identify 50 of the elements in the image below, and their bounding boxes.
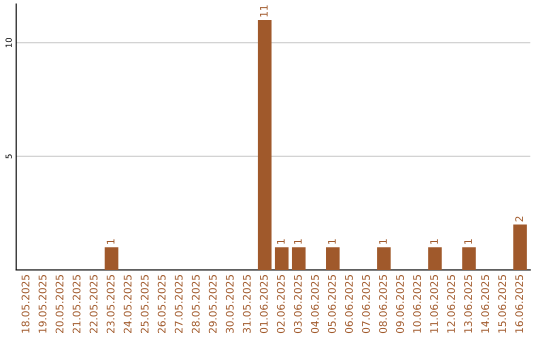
data-label: 1 xyxy=(430,239,438,244)
data-label: 1 xyxy=(464,239,472,244)
bar xyxy=(377,247,391,270)
x-tick-label: 30.05.2025 xyxy=(226,275,234,333)
x-tick-label: 13.06.2025 xyxy=(464,275,472,333)
data-label: 1 xyxy=(294,239,302,244)
x-tick-label: 05.06.2025 xyxy=(328,275,336,334)
x-tick-label: 19.05.2025 xyxy=(38,275,46,333)
x-tick-label: 16.06.2025 xyxy=(515,275,524,333)
x-tick-label: 29.05.2025 xyxy=(208,275,217,334)
x-tick-label: 26.05.2025 xyxy=(158,275,166,334)
data-label: 11 xyxy=(260,5,268,17)
x-tick-label: 03.06.2025 xyxy=(294,275,302,334)
data-label: 1 xyxy=(277,239,285,244)
y-tick-label: 10 xyxy=(6,38,12,48)
x-tick-label: 22.05.2025 xyxy=(90,275,98,334)
x-tick-label: 09.06.2025 xyxy=(396,275,404,334)
data-label: 1 xyxy=(106,239,114,244)
y-tick-label: 5 xyxy=(6,154,12,158)
bar xyxy=(292,247,306,270)
bar xyxy=(274,247,289,270)
x-tick-label: 10.06.2025 xyxy=(413,275,421,333)
bar xyxy=(258,20,272,270)
x-tick-label: 08.06.2025 xyxy=(379,275,387,334)
x-tick-label: 23.05.2025 xyxy=(106,275,115,334)
x-tick-label: 25.05.2025 xyxy=(140,275,149,334)
x-tick-label: 20.05.2025 xyxy=(56,275,64,334)
x-tick-label: 07.06.2025 xyxy=(362,275,370,334)
x-tick-label: 18.05.2025 xyxy=(22,275,30,333)
x-tick-label: 14.06.2025 xyxy=(481,275,490,333)
data-label: 2 xyxy=(515,216,523,222)
x-tick-label: 02.06.2025 xyxy=(276,275,285,334)
x-tick-label: 11.06.2025 xyxy=(430,275,438,333)
x-tick-label: 27.05.2025 xyxy=(174,275,183,334)
x-tick-label: 31.05.2025 xyxy=(242,275,251,333)
x-tick-label: 24.05.2025 xyxy=(124,275,132,334)
bar xyxy=(326,247,340,270)
bar xyxy=(104,247,118,270)
bar xyxy=(428,247,442,270)
x-tick-label: 01.06.2025 xyxy=(260,275,268,334)
data-label: 1 xyxy=(379,239,387,244)
x-tick-label: 21.05.2025 xyxy=(72,275,81,334)
x-tick-label: 04.06.2025 xyxy=(310,275,319,334)
x-tick-label: 06.06.2025 xyxy=(344,275,353,334)
data-label: 1 xyxy=(328,239,336,244)
x-tick-label: 15.06.2025 xyxy=(498,275,506,333)
bar xyxy=(513,224,527,270)
bar xyxy=(462,247,476,270)
x-tick-label: 12.06.2025 xyxy=(447,275,455,333)
x-tick-label: 28.05.2025 xyxy=(192,275,200,334)
